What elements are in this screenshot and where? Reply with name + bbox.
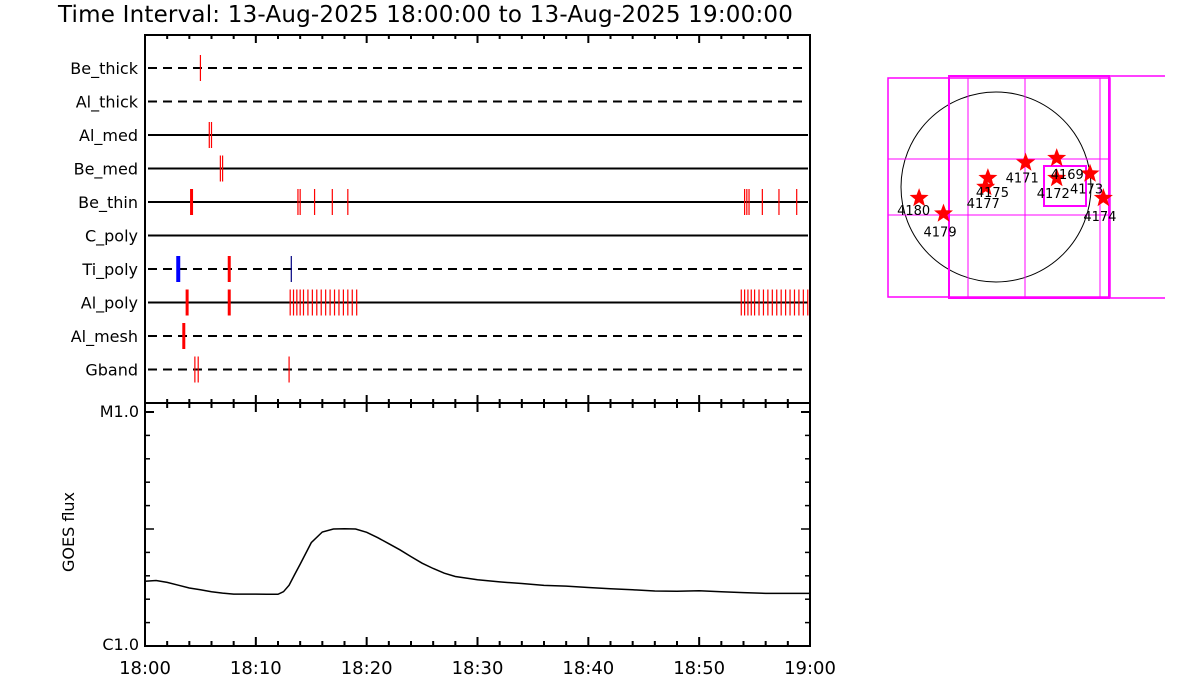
- active-region-label-4179: 4179: [924, 226, 957, 241]
- active-region-star-4169: [1047, 148, 1067, 167]
- active-region-label-4174: 4174: [1083, 210, 1116, 225]
- row-label-ti-poly: Ti_poly: [81, 260, 138, 280]
- active-region-label-4172: 4172: [1037, 187, 1070, 202]
- goes-flux-line: [144, 528, 810, 596]
- x-tick-label-18-50: 18:50: [673, 658, 725, 679]
- active-region-star-4180: [909, 188, 929, 207]
- row-label-al-thick: Al_thick: [76, 93, 139, 113]
- row-label-al-med: Al_med: [79, 126, 138, 146]
- row-label-be-thick: Be_thick: [70, 59, 138, 79]
- x-tick-label-18-40: 18:40: [562, 658, 614, 679]
- row-label-gband: Gband: [85, 361, 138, 380]
- active-region-label-4169: 4169: [1051, 168, 1084, 183]
- goes-frame: [144, 402, 811, 647]
- active-region-star-4172: [1047, 168, 1067, 187]
- active-region-star-4173: [1080, 163, 1100, 182]
- row-label-be-med: Be_med: [74, 160, 138, 180]
- active-region-star-4174: [1093, 188, 1113, 207]
- x-tick-label-18-10: 18:10: [230, 658, 282, 679]
- fov-box-small: [1043, 165, 1087, 207]
- y-tick-label-top: M1.0: [100, 402, 139, 421]
- active-region-label-4177: 4177: [967, 197, 1000, 212]
- active-region-label-4180: 4180: [897, 204, 930, 219]
- goes-flux-panel: 18:00 18:10 18:20 18:30 18:40 18:50 19:00 M1.0 C…: [59, 402, 836, 679]
- active-region-label-4171: 4171: [1006, 172, 1039, 187]
- x-tick-label-18-00: 18:00: [119, 658, 171, 679]
- row-label-be-thin: Be_thin: [78, 193, 138, 213]
- timeline-frame: [144, 34, 811, 404]
- active-region-label-4175: 4175: [976, 186, 1009, 201]
- active-region-label-4173: 4173: [1070, 183, 1103, 198]
- row-label-al-mesh: Al_mesh: [71, 327, 138, 347]
- filter-timeline-panel: Be_thick Al_thick Al_med Be_med Be_thin C_pol…: [70, 34, 811, 404]
- x-tick-label-18-20: 18:20: [341, 658, 393, 679]
- y-axis-label: GOES flux: [59, 492, 78, 572]
- active-region-star-4179: [934, 203, 953, 222]
- fov-box-main: [948, 75, 1110, 299]
- active-region-star-4171: [1016, 152, 1036, 171]
- x-tick-label-19-00: 19:00: [784, 658, 836, 679]
- solar-disk-limb: [900, 91, 1092, 283]
- row-label-c-poly: C_poly: [85, 227, 138, 247]
- active-region-star-4177: [976, 177, 996, 196]
- x-tick-label-18-30: 18:30: [452, 658, 504, 679]
- page-title: Time Interval: 13-Aug-2025 18:00:00 to 1…: [58, 2, 794, 28]
- y-tick-label-bottom: C1.0: [102, 635, 139, 654]
- active-region-star-4175: [978, 168, 998, 187]
- row-label-al-poly: Al_poly: [81, 294, 138, 314]
